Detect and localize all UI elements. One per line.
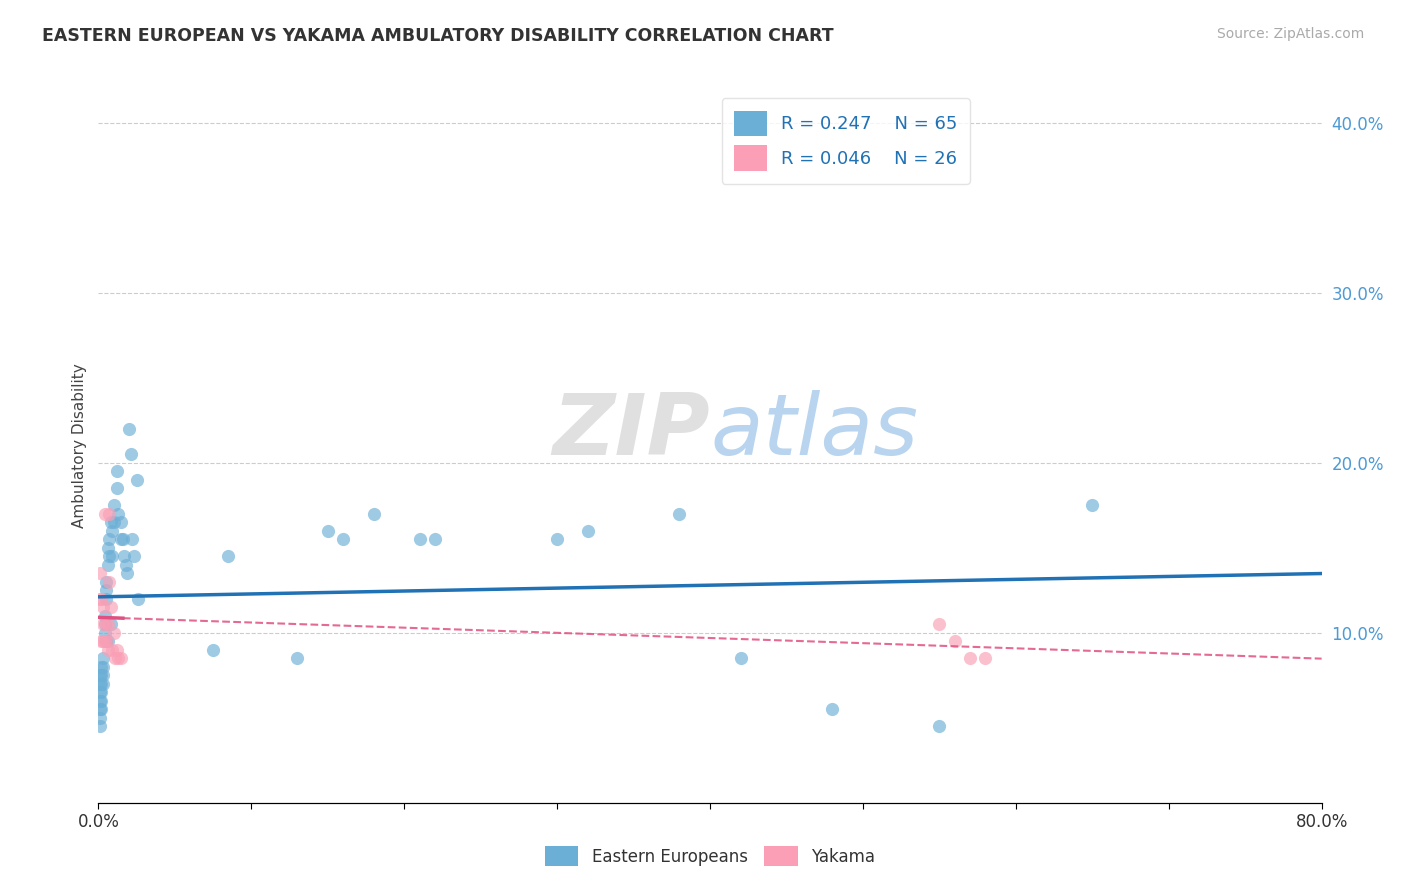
Point (730, 651, 752, 665)
Point (110, 651, 132, 665)
Legend: R = 0.247    N = 65, R = 0.046    N = 26: R = 0.247 N = 65, R = 0.046 N = 26 (721, 98, 970, 184)
Point (89, 711, 111, 725)
Point (98, 549, 121, 564)
Point (363, 507, 385, 521)
Point (668, 507, 690, 521)
Point (101, 549, 124, 564)
Point (105, 643, 128, 657)
Point (91, 660, 114, 674)
Point (576, 524, 599, 538)
Point (408, 533, 430, 547)
Point (94, 583, 117, 598)
Point (1081, 499, 1104, 513)
Point (98, 574, 121, 589)
Point (91, 668, 114, 682)
Point (943, 634, 966, 648)
Point (93, 634, 115, 648)
Point (90, 634, 112, 648)
Text: Source: ZipAtlas.com: Source: ZipAtlas.com (1216, 27, 1364, 41)
Point (105, 482, 128, 496)
Point (97, 617, 120, 632)
Point (121, 533, 143, 547)
Point (94, 634, 117, 648)
Point (332, 533, 354, 547)
Point (217, 549, 239, 564)
Point (546, 533, 568, 547)
Point (100, 617, 122, 632)
Point (90, 677, 112, 691)
Point (103, 499, 125, 513)
Point (122, 549, 145, 564)
Point (125, 473, 148, 487)
Point (101, 643, 124, 657)
Point (821, 702, 844, 716)
Point (120, 448, 142, 462)
Point (101, 524, 124, 538)
Point (90, 591, 112, 606)
Point (112, 549, 135, 564)
Point (100, 600, 122, 615)
Point (107, 507, 129, 521)
Point (93, 626, 115, 640)
Point (202, 643, 225, 657)
Y-axis label: Ambulatory Disability: Ambulatory Disability (72, 364, 87, 528)
Point (97, 634, 120, 648)
Point (89, 694, 111, 708)
Point (928, 617, 950, 632)
Point (959, 651, 981, 665)
Point (316, 524, 339, 538)
Point (91, 677, 114, 691)
Point (90, 694, 112, 708)
Point (117, 566, 139, 581)
Point (89, 566, 111, 581)
Point (98, 533, 121, 547)
Point (100, 516, 122, 530)
Point (93, 608, 115, 623)
Point (110, 533, 132, 547)
Text: atlas: atlas (710, 390, 918, 474)
Point (111, 533, 134, 547)
Point (104, 651, 127, 665)
Point (97, 541, 120, 555)
Point (928, 719, 950, 733)
Point (115, 558, 138, 572)
Point (127, 591, 149, 606)
Point (89, 719, 111, 733)
Point (94, 634, 117, 648)
Point (91, 600, 114, 615)
Point (91, 651, 114, 665)
Point (93, 507, 115, 521)
Point (97, 643, 120, 657)
Point (105, 465, 128, 479)
Text: ZIP: ZIP (553, 390, 710, 474)
Point (89, 702, 111, 716)
Point (110, 516, 132, 530)
Point (98, 507, 121, 521)
Point (94, 574, 117, 589)
Point (118, 422, 141, 436)
Point (90, 685, 112, 699)
Point (91, 634, 114, 648)
Point (89, 677, 111, 691)
Point (423, 533, 446, 547)
Point (90, 668, 112, 682)
Point (89, 685, 111, 699)
Point (285, 651, 308, 665)
Legend: Eastern Europeans, Yakama: Eastern Europeans, Yakama (538, 839, 882, 873)
Point (89, 668, 111, 682)
Point (103, 626, 125, 640)
Point (90, 660, 112, 674)
Point (90, 702, 112, 716)
Point (97, 558, 120, 572)
Point (103, 516, 125, 530)
Point (91, 617, 114, 632)
Point (107, 651, 129, 665)
Point (93, 617, 115, 632)
Point (89, 591, 111, 606)
Point (974, 651, 997, 665)
Point (94, 591, 117, 606)
Text: EASTERN EUROPEAN VS YAKAMA AMBULATORY DISABILITY CORRELATION CHART: EASTERN EUROPEAN VS YAKAMA AMBULATORY DI… (42, 27, 834, 45)
Point (94, 617, 117, 632)
